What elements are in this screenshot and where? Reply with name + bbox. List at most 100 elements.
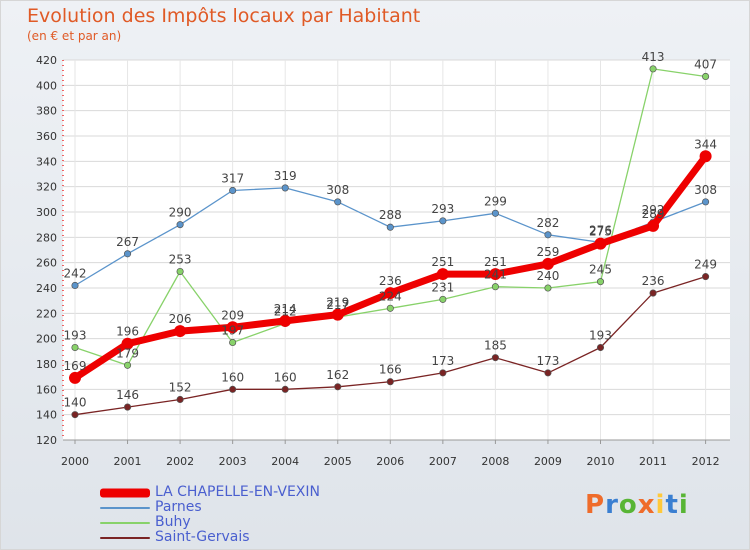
data-point-saint-gervais (491, 354, 499, 362)
data-label-buhy: 240 (536, 269, 559, 283)
y-tick-label: 240 (36, 282, 57, 295)
logo-letter: r (605, 490, 619, 520)
data-point-parnes (71, 281, 79, 290)
data-label-parnes: 299 (484, 194, 507, 208)
data-label-buhy: 193 (64, 329, 87, 343)
data-label-saint-gervais: 236 (642, 274, 665, 288)
legend-label-parnes: Parnes (155, 499, 202, 515)
data-label-la-chapelle: 209 (221, 308, 244, 322)
data-label-la-chapelle: 251 (484, 255, 507, 269)
data-label-parnes: 319 (274, 169, 297, 183)
data-point-saint-gervais (281, 385, 289, 393)
data-label-parnes: 276 (589, 223, 612, 237)
data-label-la-chapelle: 251 (431, 255, 454, 269)
x-tick-label: 2007 (429, 455, 457, 468)
data-label-buhy: 231 (431, 280, 454, 294)
legend: LA CHAPELLE-EN-VEXIN Parnes Buhy Saint-G… (100, 485, 430, 545)
data-point-la-chapelle (436, 268, 449, 281)
logo-letter: x (637, 490, 656, 520)
data-point-saint-gervais (386, 378, 394, 386)
legend-swatch-saint-gervais (100, 536, 150, 539)
plot-area (63, 60, 730, 440)
series-layer (69, 65, 712, 419)
x-tick-label: 2005 (324, 455, 352, 468)
data-label-saint-gervais: 140 (64, 396, 87, 410)
x-tick-label: 2006 (376, 455, 404, 468)
y-tick-label: 220 (36, 307, 57, 320)
data-point-buhy (124, 361, 132, 369)
data-point-parnes (334, 198, 342, 206)
data-label-buhy: 179 (116, 346, 139, 360)
data-label-buhy: 212 (274, 304, 297, 318)
data-point-la-chapelle (541, 257, 554, 270)
data-label-saint-gervais: 160 (274, 370, 297, 384)
chart-title: Evolution des Impôts locaux par Habitant (27, 5, 421, 27)
data-label-saint-gervais: 160 (221, 370, 244, 384)
data-label-buhy: 217 (326, 298, 349, 312)
logo-letter: P (585, 490, 606, 520)
data-point-parnes (281, 184, 289, 192)
y-tick-label: 380 (36, 105, 57, 118)
y-tick-label: 420 (36, 54, 57, 67)
data-point-la-chapelle (647, 219, 660, 232)
proxiti-logo: Proxiti (585, 490, 689, 520)
data-point-la-chapelle (174, 325, 187, 338)
data-point-la-chapelle (69, 371, 81, 384)
data-point-buhy (176, 267, 184, 276)
data-label-buhy: 224 (379, 289, 402, 303)
y-tick-label: 320 (36, 181, 57, 194)
data-label-buhy: 407 (694, 57, 717, 71)
legend-item-la-chapelle: LA CHAPELLE-EN-VEXIN (100, 485, 430, 500)
logo-letter: i (655, 490, 666, 520)
data-label-saint-gervais: 162 (326, 368, 349, 382)
data-point-la-chapelle (279, 314, 292, 327)
legend-swatch-la-chapelle (100, 488, 150, 497)
data-label-saint-gervais: 146 (116, 388, 139, 402)
x-tick-label: 2008 (481, 455, 509, 468)
y-tick-label: 340 (36, 155, 57, 168)
y-tick-label: 260 (36, 257, 57, 270)
data-point-buhy (71, 343, 79, 352)
y-tick-label: 360 (36, 130, 57, 143)
data-point-parnes (229, 186, 237, 195)
data-label-parnes: 267 (116, 235, 139, 249)
x-tick-label: 2002 (166, 455, 194, 468)
data-label-saint-gervais: 249 (694, 258, 717, 272)
x-tick-label: 2001 (114, 455, 142, 468)
data-label-saint-gervais: 152 (169, 380, 192, 394)
data-point-saint-gervais (544, 369, 552, 377)
data-point-la-chapelle (226, 321, 239, 334)
data-label-buhy: 245 (589, 263, 612, 277)
data-label-saint-gervais: 185 (484, 339, 507, 353)
data-point-buhy (229, 338, 237, 347)
y-tick-label: 280 (36, 231, 57, 244)
data-label-la-chapelle: 196 (116, 325, 139, 339)
data-label-la-chapelle: 275 (589, 225, 612, 239)
y-tick-label: 300 (36, 206, 57, 219)
data-label-la-chapelle: 259 (536, 245, 559, 259)
data-point-buhy (386, 304, 394, 312)
data-point-saint-gervais (596, 343, 605, 352)
y-tick-label: 160 (36, 383, 57, 396)
data-label-parnes: 282 (536, 216, 559, 230)
legend-item-parnes: Parnes (100, 500, 430, 515)
y-tick-label: 140 (36, 409, 57, 422)
axis-layer: 120 140 160 180 200 220 240 260 280 300 320 340 360 3… (36, 54, 730, 468)
data-label-buhy: 197 (221, 323, 244, 337)
data-label-saint-gervais: 166 (379, 363, 402, 377)
data-point-parnes (124, 250, 132, 258)
data-label-layer: 169 196 206 209 214 219 236 251 251 259 275 289 344 2… (64, 50, 718, 410)
data-label-parnes: 292 (642, 203, 665, 217)
data-label-parnes: 317 (221, 171, 244, 185)
y-tick-label: 400 (36, 79, 57, 92)
y-tick-label: 200 (36, 333, 57, 346)
data-label-saint-gervais: 193 (589, 329, 612, 343)
data-label-parnes: 290 (169, 206, 192, 220)
legend-swatch-buhy (100, 521, 150, 524)
data-label-buhy: 253 (169, 253, 192, 267)
data-label-la-chapelle: 219 (326, 296, 349, 310)
data-point-saint-gervais (124, 403, 132, 411)
data-point-saint-gervais (702, 273, 710, 281)
data-point-buhy (702, 72, 710, 81)
